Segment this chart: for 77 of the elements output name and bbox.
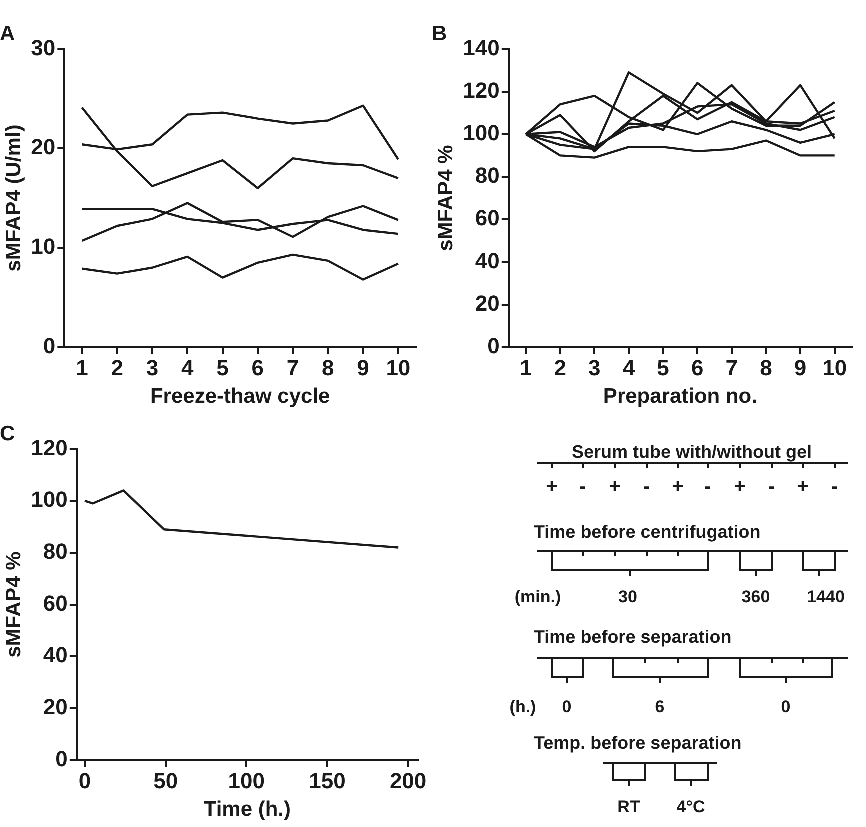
x-tick-label: 6 (252, 356, 264, 381)
x-tick-label: 6 (691, 356, 704, 381)
text: Serum tube with/without gel (572, 442, 812, 462)
text: + (797, 476, 809, 498)
y-tick-label: 30 (31, 35, 56, 60)
y-tick-label: 120 (463, 78, 500, 103)
x-tick-label: 10 (822, 356, 848, 381)
y-axis-title: sMFAP4 % (434, 144, 458, 252)
y-tick-label: 20 (31, 134, 56, 160)
x-axis-title: Freeze-thaw cycle (150, 385, 330, 408)
y-tick-label: 80 (43, 538, 68, 564)
x-tick-label: 9 (794, 356, 807, 381)
text: - (704, 476, 712, 498)
text: - (644, 476, 650, 498)
y-axis-title: sMFAP4 (U/ml) (2, 124, 26, 272)
x-tick-label: 7 (726, 356, 738, 381)
x-tick-label: 5 (657, 356, 670, 381)
text: + (672, 476, 684, 498)
x-tick-label: 200 (390, 768, 427, 794)
text: - (832, 476, 838, 498)
text: 0 (781, 698, 791, 716)
y-tick-label: 0 (488, 333, 500, 358)
y-tick-label: 60 (475, 206, 500, 231)
x-tick-label: 2 (111, 356, 124, 381)
text: - (580, 476, 586, 498)
text: + (546, 476, 558, 498)
y-tick-label: 80 (475, 163, 500, 188)
y-tick-label: 10 (31, 234, 56, 260)
x-axis-title: Preparation no. (603, 385, 758, 408)
y-tick-label: 60 (43, 590, 68, 616)
y-tick-label: 140 (463, 35, 500, 60)
x-tick-label: 7 (286, 356, 300, 381)
y-tick-label: 20 (475, 290, 500, 316)
x-tick-label: 0 (78, 768, 92, 794)
y-tick-label: 40 (43, 642, 68, 668)
text: + (609, 476, 621, 498)
chart-title: C (0, 422, 16, 446)
y-axis-title: sMFAP4 % (2, 551, 26, 658)
x-axis-title: Time (h.) (204, 798, 292, 822)
x-tick-label: 10 (386, 356, 411, 381)
x-tick-label: 1 (76, 356, 88, 381)
y-tick-label: 0 (43, 333, 56, 358)
y-tick-label: 100 (463, 120, 500, 146)
x-tick-label: 8 (760, 356, 772, 381)
text: 30 (618, 588, 638, 606)
x-tick-label: 150 (309, 768, 346, 794)
text: 1440 (807, 588, 845, 606)
x-tick-label: 2 (554, 356, 566, 381)
x-tick-label: 3 (588, 356, 601, 381)
x-tick-label: 5 (216, 356, 229, 381)
text: (min.) (514, 588, 562, 606)
text: - (768, 476, 776, 498)
y-tick-label: 40 (475, 248, 500, 274)
y-tick-label: 0 (56, 746, 68, 772)
x-tick-label: 50 (154, 768, 178, 794)
y-tick-label: 120 (31, 435, 68, 460)
x-tick-label: 8 (322, 356, 334, 381)
x-tick-label: 100 (228, 768, 266, 794)
text: 6 (655, 698, 665, 716)
text: Temp. before separation (534, 733, 742, 753)
y-tick-label: 100 (31, 487, 68, 512)
x-tick-label: 3 (146, 356, 159, 381)
x-tick-label: 1 (520, 356, 532, 381)
x-tick-label: 4 (182, 356, 195, 381)
text: RT (618, 798, 640, 816)
text: 4°C (676, 798, 706, 816)
text: (h.) (510, 698, 536, 716)
text: 360 (742, 588, 770, 606)
chart-title: A (0, 22, 16, 46)
x-tick-label: 9 (357, 356, 370, 381)
text: Time before separation (534, 627, 732, 647)
chart-title: B (432, 22, 448, 46)
text: + (734, 476, 746, 498)
y-tick-label: 20 (43, 694, 68, 720)
text: Time before centrifugation (534, 522, 761, 542)
x-tick-label: 4 (622, 356, 636, 381)
text: 0 (562, 698, 572, 716)
